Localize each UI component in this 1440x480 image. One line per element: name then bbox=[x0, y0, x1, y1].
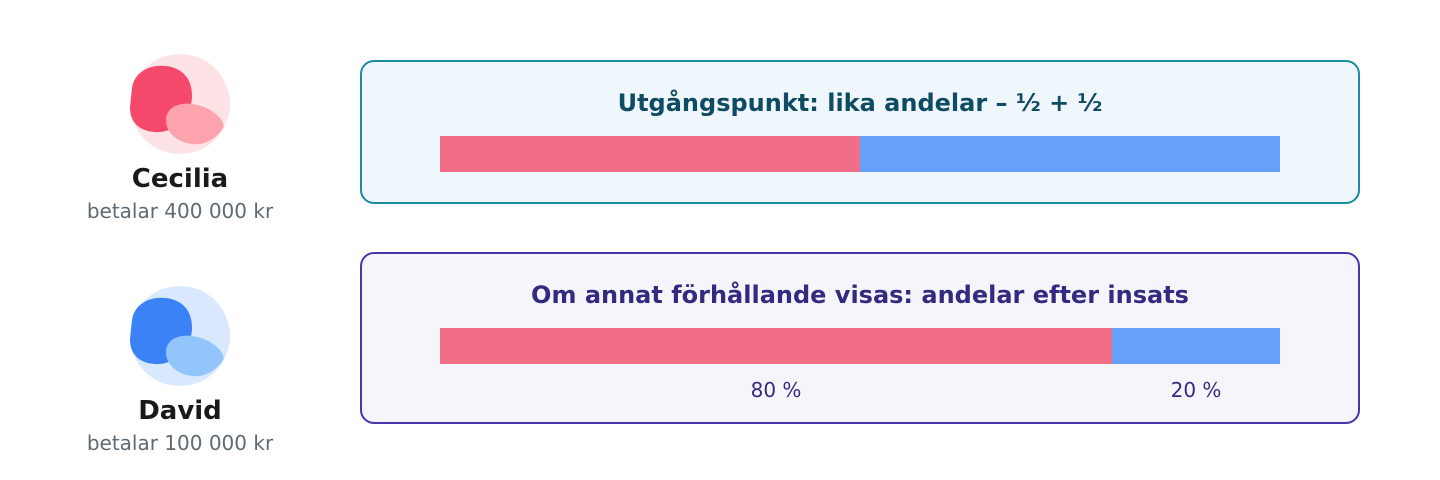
share-bar bbox=[440, 328, 1280, 364]
share-label-cecilia: 80 % bbox=[750, 378, 802, 402]
share-segment-cecilia bbox=[440, 328, 1112, 364]
avatar-icon bbox=[130, 54, 230, 154]
card-title: Utgångspunkt: lika andelar – ½ + ½ bbox=[617, 89, 1103, 117]
equal-shares-card: Utgångspunkt: lika andelar – ½ + ½ bbox=[360, 60, 1360, 204]
share-label-david: 20 % bbox=[1170, 378, 1222, 402]
contribution-shares-card: Om annat förhållande visas: andelar efte… bbox=[360, 252, 1360, 424]
avatar-icon bbox=[130, 286, 230, 386]
person-cecilia: Cecilia betalar 400 000 kr bbox=[60, 54, 300, 224]
share-segment-cecilia bbox=[440, 136, 860, 172]
person-payment: betalar 100 000 kr bbox=[86, 431, 274, 455]
share-segment-david bbox=[1112, 328, 1280, 364]
share-segment-david bbox=[860, 136, 1280, 172]
person-name: David bbox=[138, 396, 222, 426]
card-title: Om annat förhållande visas: andelar efte… bbox=[531, 281, 1189, 309]
person-name: Cecilia bbox=[131, 164, 229, 194]
person-david: David betalar 100 000 kr bbox=[60, 286, 300, 456]
person-payment: betalar 400 000 kr bbox=[86, 199, 274, 223]
share-bar bbox=[440, 136, 1280, 172]
